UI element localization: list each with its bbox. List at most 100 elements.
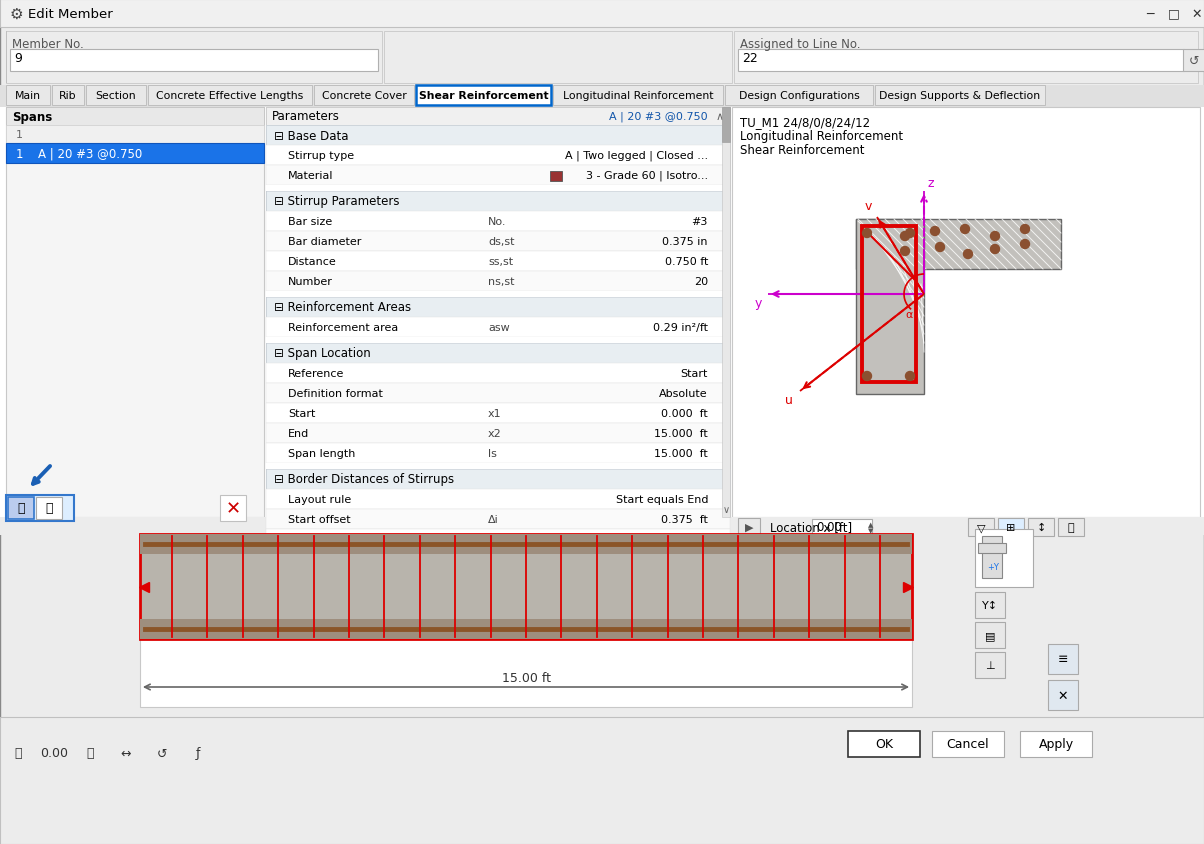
- Text: 👥: 👥: [87, 747, 94, 760]
- Circle shape: [991, 232, 999, 241]
- Text: asw: asw: [488, 322, 509, 333]
- Text: Shear Reinforcement: Shear Reinforcement: [419, 91, 548, 101]
- Bar: [8, 497, 34, 519]
- Circle shape: [961, 225, 969, 235]
- Text: Definition format: Definition format: [288, 388, 383, 398]
- Text: Assigned to Line No.: Assigned to Line No.: [740, 38, 861, 51]
- Text: 0.375  ft: 0.375 ft: [661, 514, 708, 524]
- Text: z: z: [928, 176, 934, 190]
- Bar: [6, 126, 264, 143]
- Circle shape: [905, 230, 915, 238]
- Bar: [266, 292, 730, 298]
- Text: ⚙: ⚙: [10, 7, 24, 21]
- Circle shape: [862, 372, 872, 381]
- Bar: [266, 212, 730, 232]
- Text: x2: x2: [488, 429, 502, 439]
- Bar: [1184, 50, 1204, 72]
- Text: ⊟ Base Data: ⊟ Base Data: [275, 129, 348, 143]
- Text: Member No.: Member No.: [12, 38, 84, 51]
- Text: ƒ: ƒ: [196, 747, 200, 760]
- Text: Section: Section: [95, 91, 136, 101]
- Bar: [978, 544, 1007, 554]
- Bar: [856, 219, 923, 394]
- Bar: [266, 490, 730, 510]
- Bar: [6, 108, 264, 126]
- Text: 0.29 in²/ft: 0.29 in²/ft: [653, 322, 708, 333]
- Text: 0.00: 0.00: [40, 747, 67, 760]
- Text: Absolute: Absolute: [660, 388, 708, 398]
- Bar: [266, 424, 730, 443]
- Text: Start offset: Start offset: [288, 514, 350, 524]
- Bar: [862, 227, 916, 382]
- Text: ▤: ▤: [985, 630, 996, 641]
- Bar: [266, 510, 730, 529]
- Bar: [6, 143, 264, 164]
- Bar: [550, 172, 562, 181]
- Text: ⊟ Border Distances of Stirrups: ⊟ Border Distances of Stirrups: [275, 473, 454, 486]
- Bar: [6, 108, 264, 517]
- Bar: [932, 731, 1004, 757]
- Text: Bar size: Bar size: [288, 217, 332, 227]
- Bar: [417, 86, 551, 106]
- Bar: [220, 495, 246, 522]
- Text: ↔: ↔: [120, 747, 131, 760]
- Text: ↺: ↺: [1188, 54, 1199, 68]
- Text: 15.000  ft: 15.000 ft: [654, 448, 708, 458]
- Text: Design Supports & Deflection: Design Supports & Deflection: [879, 91, 1040, 101]
- Bar: [10, 50, 378, 72]
- Text: Material: Material: [288, 170, 334, 181]
- Text: Layout rule: Layout rule: [288, 495, 352, 505]
- Text: Edit Member: Edit Member: [28, 8, 113, 20]
- Text: Longitudinal Reinforcement: Longitudinal Reinforcement: [740, 130, 903, 143]
- Bar: [0, 86, 1204, 108]
- Text: ls: ls: [488, 448, 497, 458]
- Text: 1: 1: [16, 130, 23, 140]
- Text: No.: No.: [488, 217, 507, 227]
- Bar: [0, 717, 1204, 718]
- Bar: [1028, 518, 1054, 537]
- Text: Reinforcement area: Reinforcement area: [288, 322, 399, 333]
- Text: 0.00: 0.00: [816, 521, 842, 533]
- Text: OK: OK: [875, 738, 893, 750]
- Bar: [140, 534, 911, 639]
- Text: Number: Number: [288, 277, 332, 287]
- Bar: [266, 192, 730, 212]
- Bar: [1047, 644, 1078, 674]
- Text: ▶: ▶: [745, 522, 754, 533]
- Text: Start equals End: Start equals End: [615, 495, 708, 505]
- Bar: [140, 639, 911, 707]
- Circle shape: [963, 250, 973, 259]
- Text: TU_M1 24/8/0/8/24/12: TU_M1 24/8/0/8/24/12: [740, 116, 870, 129]
- Bar: [266, 232, 730, 252]
- Circle shape: [991, 246, 999, 254]
- Bar: [266, 344, 730, 364]
- Bar: [266, 443, 730, 463]
- Bar: [982, 537, 1002, 578]
- Text: 22: 22: [742, 52, 757, 65]
- Text: ∨: ∨: [722, 505, 730, 514]
- Bar: [738, 518, 760, 537]
- Bar: [975, 529, 1033, 587]
- Text: Shear Reinforcement: Shear Reinforcement: [740, 143, 864, 157]
- Text: 🔍: 🔍: [14, 747, 22, 760]
- Text: 0.375 in: 0.375 in: [662, 236, 708, 246]
- Bar: [975, 652, 1005, 679]
- Bar: [738, 50, 1184, 72]
- Bar: [266, 165, 730, 186]
- Bar: [1047, 680, 1078, 710]
- Text: Concrete Effective Lengths: Concrete Effective Lengths: [157, 91, 303, 101]
- Circle shape: [931, 227, 939, 236]
- Bar: [85, 86, 146, 106]
- Circle shape: [901, 247, 909, 257]
- Text: 1: 1: [16, 148, 24, 160]
- Text: +Y: +Y: [987, 563, 999, 572]
- Bar: [875, 86, 1045, 106]
- Text: ⊞: ⊞: [1007, 522, 1016, 533]
- Text: Apply: Apply: [1038, 738, 1074, 750]
- Text: ⊟ Span Location: ⊟ Span Location: [275, 347, 371, 360]
- Text: #3: #3: [691, 217, 708, 227]
- Text: ≡: ≡: [1058, 652, 1068, 666]
- Text: Spans: Spans: [12, 111, 52, 123]
- Bar: [266, 272, 730, 292]
- Text: ⊥: ⊥: [985, 660, 995, 670]
